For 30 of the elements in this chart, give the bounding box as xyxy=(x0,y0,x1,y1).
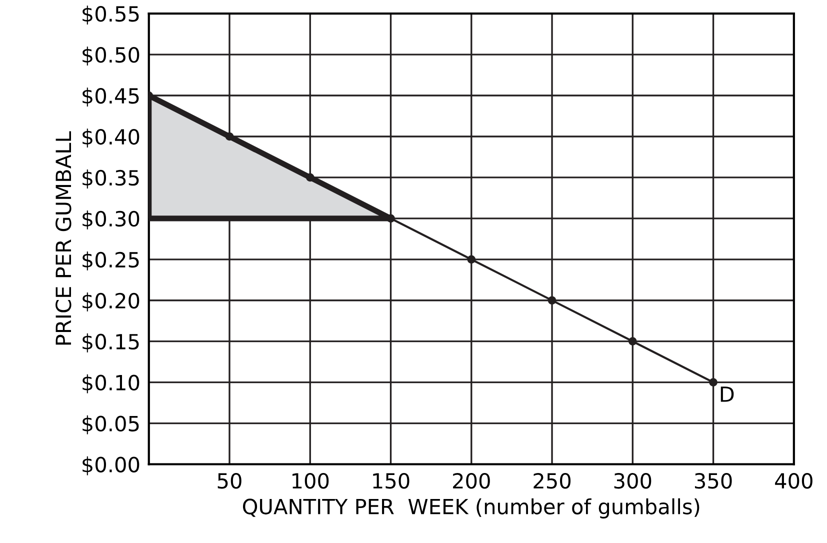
point xyxy=(628,337,637,346)
x-tick-label: 400 xyxy=(775,472,812,489)
y-tick-label: $0.35 xyxy=(82,170,139,188)
y-tick-label: $0.50 xyxy=(82,46,140,66)
point xyxy=(467,255,476,264)
y-tick-label: $0.25 xyxy=(82,251,139,270)
x-tick-label: 100 xyxy=(292,472,329,489)
y-tick-label: $0.20 xyxy=(82,292,140,312)
annotation: D xyxy=(720,386,734,402)
y-tick-label: $0.45 xyxy=(82,88,139,106)
x-tick-label: 250 xyxy=(534,472,571,489)
x-axis-title: QUANTITY PER WEEK (number of gumballs) xyxy=(243,498,700,518)
y-tick-label: $0.15 xyxy=(82,333,139,352)
y-axis-title: PRICE PER GUMBALL xyxy=(56,131,72,345)
y-tick-label: $0.55 xyxy=(82,6,139,25)
x-tick-label: 200 xyxy=(453,472,490,489)
point xyxy=(709,378,718,386)
point xyxy=(548,296,556,305)
y-tick-label: $0.30 xyxy=(82,210,140,230)
point xyxy=(225,132,234,141)
point xyxy=(386,214,395,223)
point xyxy=(306,173,314,182)
y-tick-label: $0.00 xyxy=(82,456,140,476)
x-tick-label: 50 xyxy=(218,472,242,489)
x-tick-label: 350 xyxy=(694,472,732,489)
y-tick-label: $0.05 xyxy=(82,415,139,434)
y-tick-label: $0.10 xyxy=(82,374,140,394)
y-tick-label: $0.40 xyxy=(82,128,140,148)
x-tick-label: 150 xyxy=(373,472,410,489)
x-tick-label: 300 xyxy=(614,472,652,489)
